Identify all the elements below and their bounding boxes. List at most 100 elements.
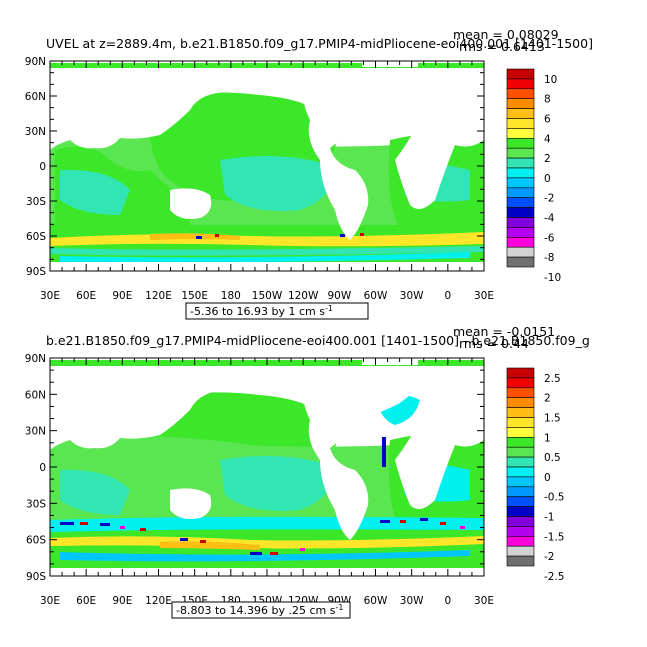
- x-tick-label: 30E: [40, 290, 60, 302]
- colorbar-swatch: [506, 387, 535, 398]
- colorbar-label: -2: [544, 551, 554, 563]
- y-tick-label: 30S: [26, 196, 46, 208]
- colorbar-swatch: [506, 506, 535, 517]
- colorbar-swatch: [506, 217, 535, 228]
- colorbar-label: -1: [544, 512, 554, 524]
- colorbar-swatch: [506, 417, 535, 428]
- y-tick-label: 90S: [26, 571, 46, 583]
- colorbar-label: 2: [544, 393, 551, 405]
- x-tick-label: 60W: [364, 290, 388, 302]
- colorbar-swatch: [506, 237, 535, 248]
- x-tick-label: 60E: [76, 290, 96, 302]
- y-tick-label: 30N: [25, 126, 46, 138]
- colorbar-label: -4: [544, 213, 555, 225]
- x-tick-label: 30W: [400, 290, 424, 302]
- colorbar-swatch: [506, 98, 535, 109]
- panel-bottom-ylabels: 90N 60N 30N 0 30S 60S 90S: [25, 353, 47, 583]
- panel-bottom-ticks: [49, 357, 485, 577]
- panel-top-rms: rms = 0.6413: [459, 39, 545, 54]
- x-tick-label: 0: [444, 290, 451, 302]
- colorbar-swatch: [506, 555, 535, 567]
- panel-top-ticks: [49, 60, 485, 272]
- panel-bottom-rms: rms = 0.44: [459, 336, 529, 351]
- land-eurasia-africa: [50, 68, 244, 150]
- y-tick-label: 30N: [25, 426, 46, 438]
- panel-top-ylabels: 90N 60N 30N 0 30S 60S 90S: [25, 56, 47, 278]
- x-tick-label: 120E: [145, 290, 172, 302]
- panel-top-colorbar: 10 8 6 4 2 0 -2 -4 -6 -8 -10: [506, 68, 561, 284]
- y-tick-label: 60N: [25, 389, 46, 401]
- colorbar-swatch: [506, 496, 535, 507]
- x-tick-label: 90W: [327, 290, 351, 302]
- colorbar-swatch: [506, 118, 535, 129]
- colorbar-swatch: [506, 138, 535, 149]
- colorbar-swatch: [506, 147, 535, 159]
- colorbar-swatch: [506, 456, 535, 468]
- colorbar-swatch: [506, 128, 535, 139]
- panel-bottom-colorbar: 2.5 2 1.5 1 0.5 0 -0.5 -1 -1.5 -2 -2.5: [506, 367, 565, 583]
- colorbar-label: 8: [544, 94, 551, 106]
- y-tick-label: 60S: [26, 535, 46, 547]
- colorbar-swatch: [506, 427, 535, 438]
- colorbar-label: -0.5: [544, 492, 565, 504]
- colorbar-swatch: [506, 197, 535, 208]
- colorbar-swatch: [506, 377, 535, 389]
- panel-bottom-mean: mean = -0.0151: [453, 324, 555, 339]
- x-tick-label: 30E: [474, 290, 494, 302]
- colorbar-swatch: [506, 436, 535, 448]
- colorbar-label: -6: [544, 232, 555, 244]
- panel-top-xlabels: 30E 60E 90E 120E 150E 180 150W 120W 90W 60W 30W 0 30…: [40, 290, 494, 302]
- colorbar-swatch: [506, 516, 535, 527]
- colorbar-swatch: [506, 68, 535, 80]
- x-tick-label: 90E: [112, 595, 132, 607]
- panel-bottom-map: [50, 358, 484, 576]
- y-tick-label: 30S: [26, 498, 46, 510]
- panel-bottom: b.e21.B1850.f09_g17.PMIP4-midPliocene-eo…: [25, 324, 590, 619]
- x-tick-label: 90E: [112, 290, 132, 302]
- y-tick-label: 60N: [25, 91, 46, 103]
- panel-bottom-range-label: -8.803 to 14.396 by .25 cm s-1: [176, 603, 343, 617]
- land-greenland: [362, 61, 418, 67]
- y-tick-label: 60S: [26, 231, 46, 243]
- panel-top-range-label: -5.36 to 16.93 by 1 cm s-1: [190, 304, 333, 318]
- colorbar-label: 0.5: [544, 452, 561, 464]
- colorbar-swatch: [506, 207, 535, 218]
- colorbar-swatch: [506, 446, 535, 458]
- colorbar-label: -10: [544, 272, 561, 284]
- colorbar-swatch: [506, 535, 535, 547]
- x-tick-label: 120E: [145, 595, 172, 607]
- colorbar-swatch: [506, 256, 535, 268]
- colorbar-label: 10: [544, 74, 557, 86]
- land-australia: [170, 188, 212, 219]
- x-tick-label: 60E: [76, 595, 96, 607]
- colorbar-swatch: [506, 157, 535, 169]
- colorbar-swatch: [506, 108, 535, 119]
- x-tick-label: 0: [444, 595, 451, 607]
- y-tick-label: 0: [39, 161, 46, 173]
- colorbar-swatch: [506, 466, 535, 478]
- colorbar-swatch: [506, 88, 535, 100]
- colorbar-label: 1.5: [544, 413, 561, 425]
- colorbar-label: 6: [544, 114, 551, 126]
- colorbar-swatch: [506, 397, 535, 408]
- colorbar-swatch: [506, 78, 535, 90]
- colorbar-label: -1.5: [544, 531, 565, 543]
- x-tick-label: 30W: [400, 595, 424, 607]
- colorbar-label: 0: [544, 173, 551, 185]
- colorbar-swatch: [506, 246, 535, 258]
- land-america: [300, 68, 440, 240]
- colorbar-label: -8: [544, 252, 554, 264]
- colorbar-swatch: [506, 486, 535, 497]
- x-tick-label: 150W: [252, 290, 283, 302]
- panel-top-mean: mean = 0.08029: [453, 27, 559, 42]
- colorbar-label: -2: [544, 193, 554, 205]
- x-tick-label: 30E: [474, 595, 494, 607]
- panel-top-map: [50, 61, 484, 271]
- colorbar-swatch: [506, 177, 535, 189]
- panel-bottom-title: b.e21.B1850.f09_g17.PMIP4-midPliocene-eo…: [46, 333, 590, 348]
- colorbar-swatch: [506, 407, 535, 418]
- x-tick-label: 60W: [364, 595, 388, 607]
- colorbar-swatch: [506, 526, 535, 537]
- colorbar-label: -2.5: [544, 571, 565, 583]
